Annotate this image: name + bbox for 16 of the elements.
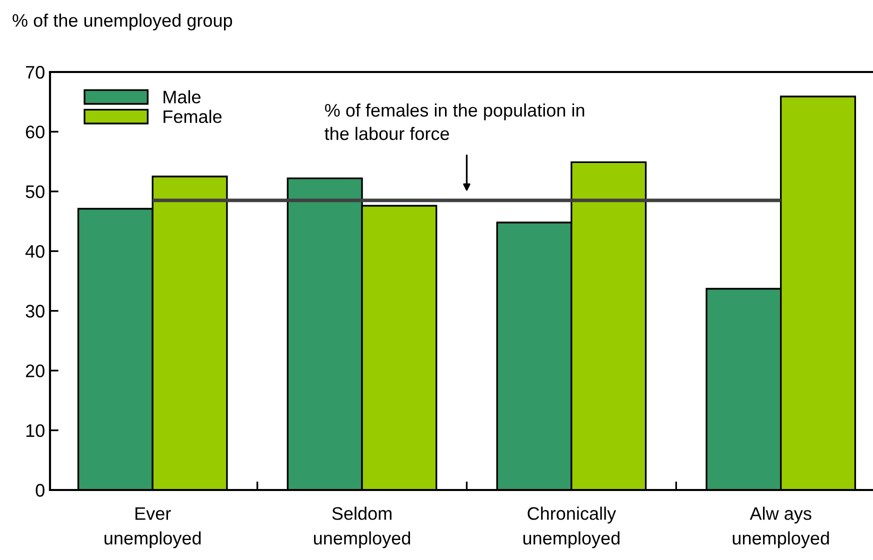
x-tick-label: Chronically unemployed: [523, 506, 620, 548]
y-tick-label: 30: [26, 304, 44, 318]
ref-line-label: % of females in the population in the labour force: [324, 103, 584, 140]
y-axis-title: % of the unemployed group: [12, 14, 232, 30]
y-tick-label: 40: [25, 245, 44, 258]
y-tick-label: 70: [26, 66, 44, 79]
y-tick-label: 60: [26, 126, 44, 138]
legend-label: Male: [164, 90, 200, 104]
x-tick-label: Seldom unemployed: [314, 506, 410, 548]
x-tick-label: Alw ays unemployed: [732, 506, 829, 548]
legend-label: Female: [164, 110, 222, 124]
y-tick-label: 10: [26, 424, 44, 438]
y-tick-label: 20: [26, 364, 44, 378]
x-tick-label: Ever unemployed: [104, 507, 201, 548]
y-tick-label: 0: [36, 484, 44, 497]
y-tick-label: 50: [26, 185, 44, 198]
